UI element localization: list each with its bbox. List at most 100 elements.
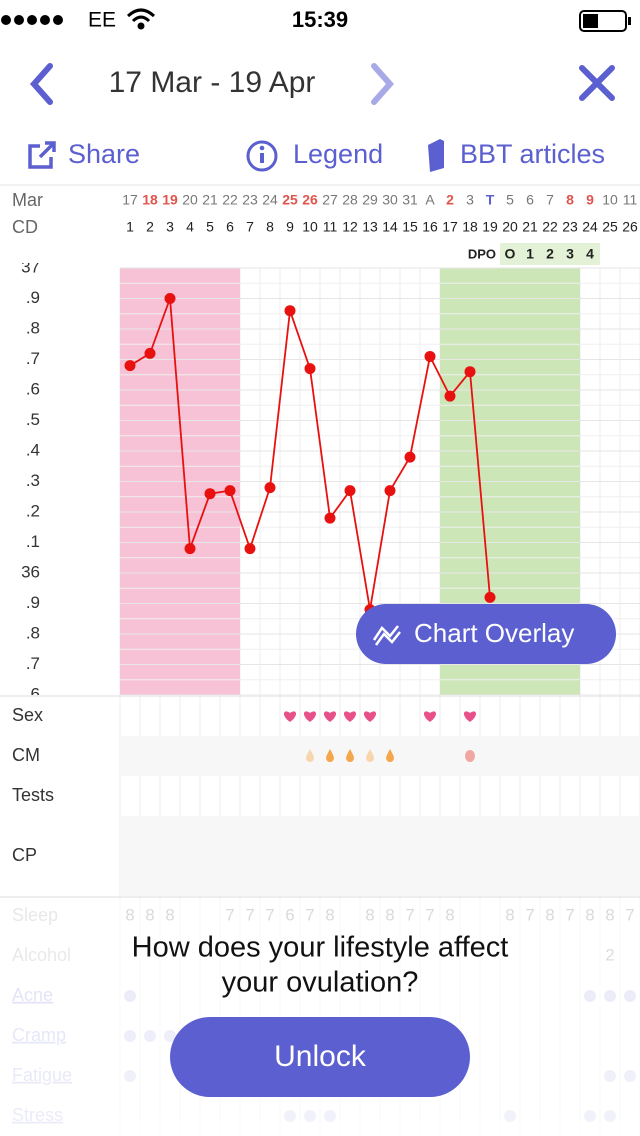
date: 10 — [602, 192, 618, 208]
date: 22 — [222, 192, 238, 208]
dpo-day: 1 — [526, 246, 534, 262]
sex-heart — [323, 711, 337, 722]
carrier: EE — [88, 9, 116, 32]
articles-button[interactable]: BBT articles — [428, 139, 605, 172]
cycle-day: 6 — [226, 219, 234, 235]
cycle-day: 11 — [323, 219, 338, 235]
date: 27 — [322, 192, 338, 208]
cycle-day: 7 — [246, 219, 254, 235]
temperature-point — [344, 485, 356, 497]
time: 15:39 — [292, 7, 348, 32]
cycle-day: 1 — [126, 219, 134, 235]
date: 30 — [382, 192, 398, 208]
cm-drop — [306, 749, 314, 762]
cycle-day: 4 — [186, 219, 194, 235]
cycle-day: 21 — [522, 219, 538, 235]
date: 9 — [586, 192, 594, 208]
cm-drop — [366, 749, 374, 762]
date: 28 — [342, 192, 358, 208]
cycle-day: 8 — [266, 219, 274, 235]
prompt: your ovulation? — [222, 967, 419, 999]
date: 25 — [282, 192, 298, 208]
date: 18 — [142, 192, 158, 208]
date: 8 — [566, 192, 574, 208]
cycle-day: 25 — [602, 219, 618, 235]
prev-button[interactable] — [29, 63, 53, 105]
sex-heart — [463, 711, 477, 722]
date: 31 — [402, 192, 418, 208]
date: 23 — [242, 192, 258, 208]
y-tick-label: 36 — [21, 562, 40, 581]
dpo-day: 4 — [586, 246, 594, 262]
cycle-day: 19 — [482, 219, 498, 235]
cycle-day: 24 — [582, 219, 598, 235]
sex-heart — [423, 711, 437, 722]
y-tick-label: 37 — [21, 257, 40, 276]
y-tick-label: .8 — [26, 318, 40, 337]
cycle-day: 18 — [462, 219, 478, 235]
date: 3 — [466, 192, 474, 208]
date: 24 — [262, 192, 278, 208]
date: 7 — [546, 192, 554, 208]
prompt: How does your lifestyle affect — [132, 932, 509, 964]
unlock-label: Unlock — [274, 1040, 367, 1073]
cycle-day: 22 — [542, 219, 558, 235]
date: 19 — [162, 192, 178, 208]
y-tick-label: .9 — [26, 593, 40, 612]
y-tick-label: .4 — [26, 440, 40, 459]
temperature-point — [244, 543, 256, 555]
share-button[interactable]: Share — [28, 139, 140, 169]
y-tick-label: .1 — [26, 532, 40, 551]
close-button[interactable] — [579, 65, 615, 101]
temperature-point — [184, 543, 196, 555]
row-band — [120, 816, 640, 896]
battery — [579, 10, 631, 32]
date: 2 — [446, 192, 454, 208]
temperature-point — [464, 366, 476, 378]
cycle-day: 2 — [146, 219, 154, 235]
cycle-day: 15 — [402, 219, 418, 235]
articles-label: BBT articles — [460, 139, 605, 169]
date: 26 — [302, 192, 318, 208]
temperature-point — [384, 485, 396, 497]
row-label: Sex — [12, 705, 43, 725]
cycle-day: 26 — [622, 219, 638, 235]
y-tick-label: .3 — [26, 471, 40, 490]
cm-drop — [346, 749, 354, 762]
temperature-point — [484, 591, 496, 603]
dpo-day: 2 — [546, 246, 554, 262]
cycle-day: 5 — [206, 219, 214, 235]
sex-heart — [303, 711, 317, 722]
temperature-point — [304, 363, 316, 375]
legend-label: Legend — [293, 139, 383, 169]
unlock-button[interactable]: Unlock — [170, 1017, 470, 1097]
row-label: CP — [12, 845, 37, 865]
date: 29 — [362, 192, 378, 208]
date: 20 — [182, 192, 198, 208]
cm-egg — [465, 750, 475, 762]
temperature-point — [264, 482, 276, 494]
date-range: 17 Mar - 19 Apr — [109, 66, 316, 99]
next-button[interactable] — [371, 63, 395, 105]
wifi — [126, 8, 156, 30]
cycle-day: 3 — [166, 219, 174, 235]
cycle-day: 16 — [422, 219, 438, 235]
temperature-point — [324, 512, 336, 524]
cycle-day: 17 — [442, 219, 458, 235]
legend-button[interactable]: Legend — [246, 139, 383, 172]
date: 17 — [122, 192, 138, 208]
cycle-day: 13 — [362, 219, 378, 235]
month-label: Mar — [12, 190, 43, 210]
temperature-point — [444, 390, 456, 402]
date: 5 — [506, 192, 514, 208]
dpo-day: O — [505, 246, 516, 262]
temperature-point — [164, 293, 176, 304]
y-tick-label: .7 — [26, 349, 40, 368]
temperature-point — [124, 360, 136, 372]
chart-overlay-button[interactable]: Chart Overlay — [356, 604, 616, 664]
signal — [1, 15, 63, 25]
temperature-point — [424, 350, 436, 362]
cycle-day: 10 — [302, 219, 318, 235]
dpo-day: 3 — [566, 246, 574, 262]
temperature-point — [204, 488, 216, 500]
